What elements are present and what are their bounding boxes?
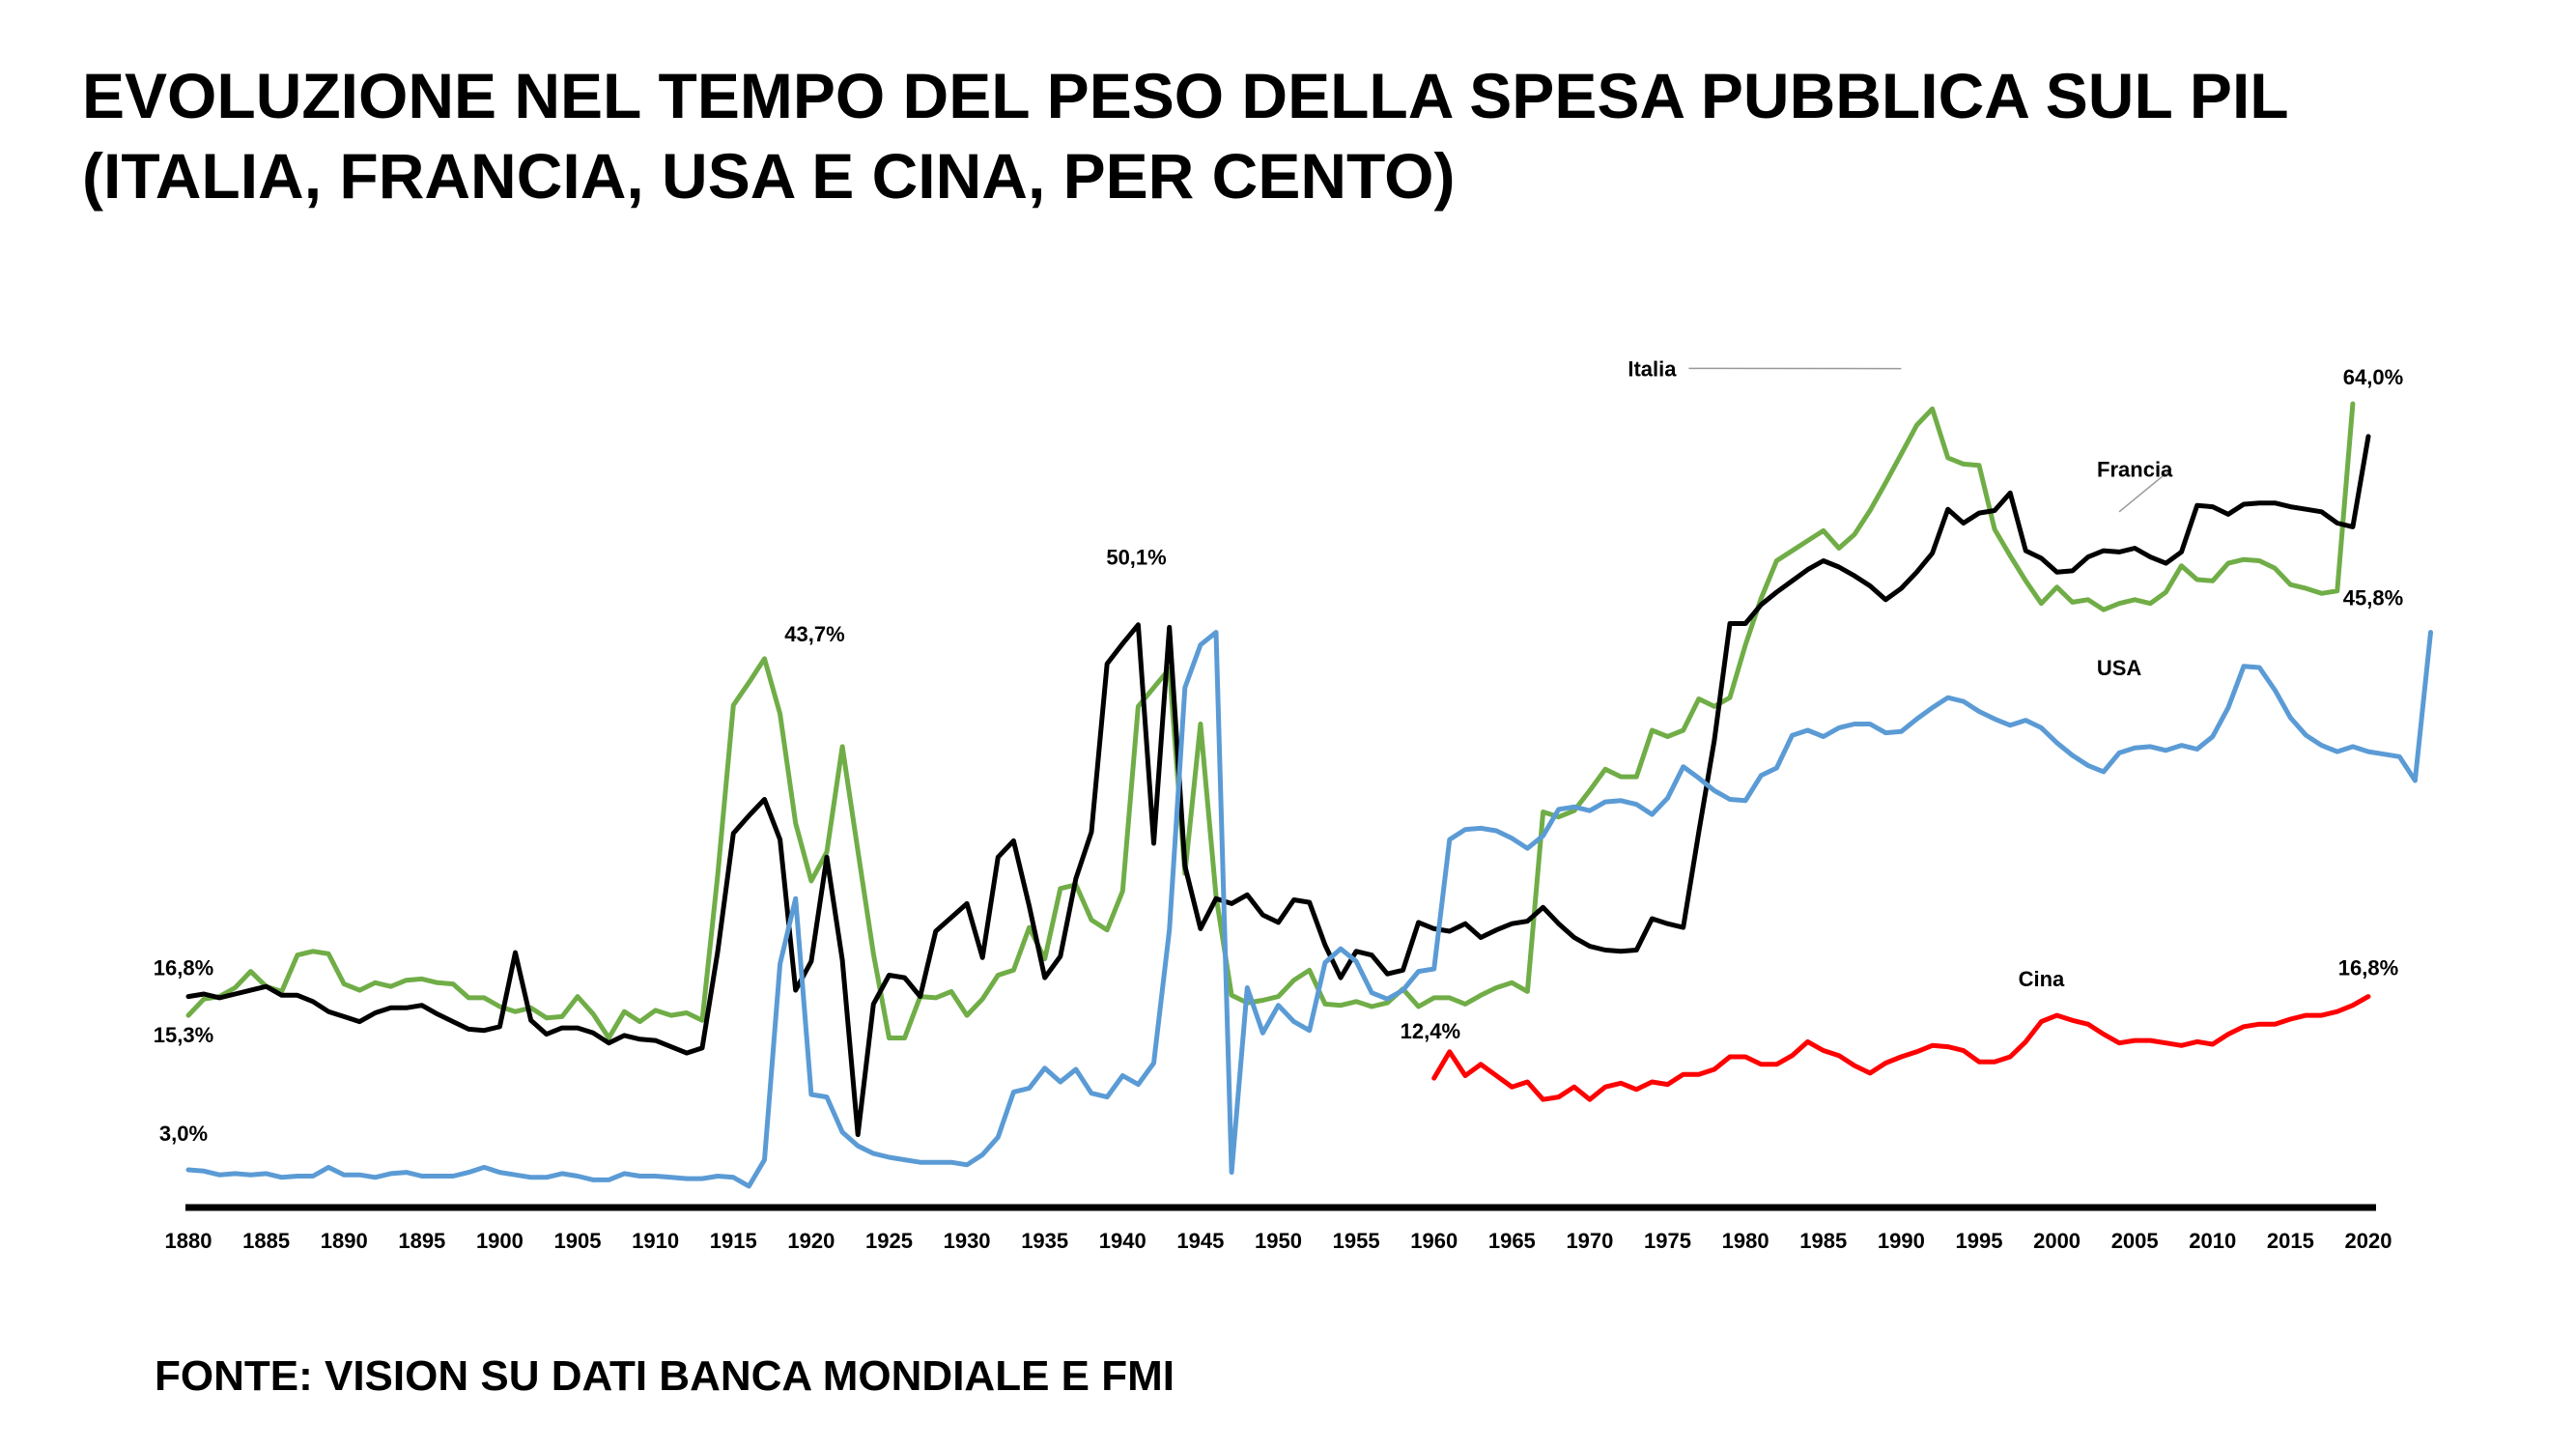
x-tick-label-1950: 1950 xyxy=(1255,1229,1302,1253)
series-line-italia xyxy=(185,401,2356,1040)
x-tick-label-1920: 1920 xyxy=(787,1229,835,1253)
x-tick-label-1910: 1910 xyxy=(632,1229,679,1253)
series-label-italia: Italia xyxy=(1628,356,1677,381)
x-tick-label-1970: 1970 xyxy=(1566,1229,1613,1253)
data-label-4: 43,7% xyxy=(784,622,844,646)
data-label-7: 64,0% xyxy=(2343,365,2403,389)
data-label-3: 3,0% xyxy=(159,1122,208,1146)
data-label-5: 50,1% xyxy=(1106,546,1166,570)
series-line-usa xyxy=(185,630,2433,1189)
x-tick-label-1965: 1965 xyxy=(1488,1229,1536,1253)
x-tick-label-1985: 1985 xyxy=(1799,1229,1847,1253)
x-tick-label-1930: 1930 xyxy=(944,1229,991,1253)
series-label-francia: Francia xyxy=(2097,457,2173,481)
x-tick-label-1940: 1940 xyxy=(1099,1229,1146,1253)
data-label-2: 15,3% xyxy=(154,1023,213,1047)
x-tick-label-1975: 1975 xyxy=(1644,1229,1691,1253)
x-tick-label-2000: 2000 xyxy=(2033,1229,2081,1253)
data-labels: 16,8% 15,3% 3,0% 43,7% 50,1% 12,4% 64,0% 45,8% 1… xyxy=(154,365,2403,1146)
x-tick-label-1880: 1880 xyxy=(165,1229,212,1253)
series-line-cina xyxy=(1431,994,2371,1102)
x-tick-label-1945: 1945 xyxy=(1176,1229,1224,1253)
data-label-8: 45,8% xyxy=(2343,586,2403,611)
data-label-6: 12,4% xyxy=(1401,1019,1460,1043)
series-label-usa: USA xyxy=(2097,656,2142,680)
x-tick-label-1905: 1905 xyxy=(554,1229,602,1253)
x-tick-label-2005: 2005 xyxy=(2111,1229,2159,1253)
x-tick-label-1890: 1890 xyxy=(321,1229,368,1253)
data-label-9: 16,8% xyxy=(2338,956,2398,980)
chart-title-line-2: (ITALIA, FRANCIA, USA E CINA, PER CENTO) xyxy=(82,139,1456,212)
x-tick-label-2010: 2010 xyxy=(2189,1229,2236,1253)
data-label-1: 16,8% xyxy=(154,956,213,980)
x-tick-label-1900: 1900 xyxy=(476,1229,524,1253)
x-tick-label-1915: 1915 xyxy=(710,1229,757,1253)
leader-line-francia xyxy=(2118,468,2172,513)
x-tick-labels: 1880 1885 1890 1895 1900 1905 1910 1915 1920 1925… xyxy=(165,1229,2392,1253)
x-tick-label-1925: 1925 xyxy=(865,1229,913,1253)
x-tick-label-1980: 1980 xyxy=(1722,1229,1769,1253)
x-tick-label-1885: 1885 xyxy=(242,1229,290,1253)
x-tick-label-1935: 1935 xyxy=(1021,1229,1068,1253)
x-tick-label-2020: 2020 xyxy=(2345,1229,2392,1253)
x-tick-label-1990: 1990 xyxy=(1878,1229,1925,1253)
chart-title: EVOLUZIONE NEL TEMPO DEL PESO DELLA SPES… xyxy=(82,56,2289,215)
x-tick-label-2015: 2015 xyxy=(2267,1229,2314,1253)
series-label-cina: Cina xyxy=(2019,967,2065,991)
x-tick-label-1995: 1995 xyxy=(1955,1229,2002,1253)
series-line-francia xyxy=(185,434,2371,1138)
series-group xyxy=(185,401,2433,1189)
label-leader-lines xyxy=(1688,367,2172,513)
chart-title-line-1: EVOLUZIONE NEL TEMPO DEL PESO DELLA SPES… xyxy=(82,60,2289,131)
x-tick-label-1895: 1895 xyxy=(398,1229,445,1253)
x-tick-label-1955: 1955 xyxy=(1333,1229,1380,1253)
source-note: FONTE: VISION SU DATI BANCA MONDIALE E F… xyxy=(155,1352,1175,1400)
series-labels: Italia Francia USA Cina xyxy=(1628,356,2173,991)
x-tick-label-1960: 1960 xyxy=(1410,1229,1458,1253)
